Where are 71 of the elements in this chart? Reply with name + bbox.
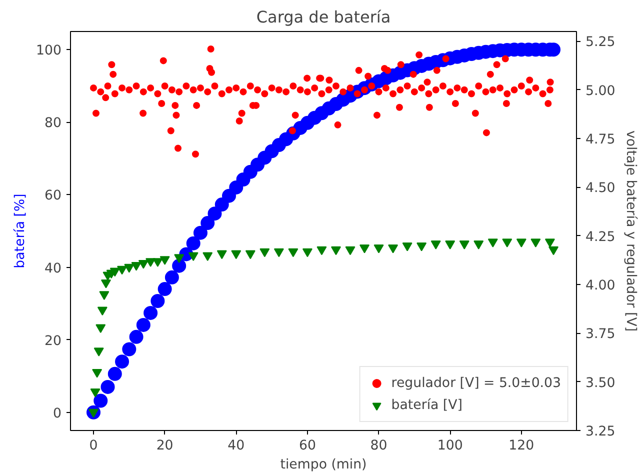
point xyxy=(100,279,111,288)
point xyxy=(174,254,184,263)
point xyxy=(124,264,134,273)
y-axis-title: batería [%] xyxy=(13,194,28,268)
point xyxy=(330,246,341,256)
point xyxy=(516,238,526,248)
point xyxy=(231,250,242,260)
point xyxy=(316,246,327,256)
x-tick-label: 120 xyxy=(508,438,534,454)
point xyxy=(459,240,470,250)
legend-label: regulador [V] = 5.0±0.03 xyxy=(391,376,561,390)
x-tick-label: 100 xyxy=(437,438,463,454)
y2-tick-label: 3.75 xyxy=(586,327,616,342)
point xyxy=(416,242,427,252)
y2-tick-label: 3.25 xyxy=(586,424,616,440)
x-tick-label: 40 xyxy=(228,438,245,454)
y2-tick-label: 4.75 xyxy=(586,132,616,148)
y-tick-label: 80 xyxy=(44,116,62,132)
point xyxy=(430,240,441,250)
legend-label: batería [V] xyxy=(391,398,462,412)
point xyxy=(388,244,398,254)
y2-axis-title: voltaje batería y regulador [V] xyxy=(623,130,638,332)
point xyxy=(146,258,156,267)
y2-tick-label: 5.25 xyxy=(586,35,616,50)
x-tick-label: 60 xyxy=(298,438,316,454)
point xyxy=(530,238,541,248)
point xyxy=(202,252,213,262)
y-tick-label: 100 xyxy=(36,44,62,59)
point xyxy=(360,244,370,254)
point xyxy=(288,248,298,258)
y-tick-label: 60 xyxy=(44,188,62,204)
y2-tick-label: 5.00 xyxy=(586,84,616,99)
point xyxy=(131,262,142,271)
point xyxy=(374,244,384,254)
point xyxy=(188,252,198,262)
point xyxy=(216,250,227,260)
point xyxy=(90,388,100,398)
point xyxy=(274,248,284,258)
point xyxy=(245,250,256,260)
y2-tick-label: 4.25 xyxy=(586,230,616,245)
y2-tick-label: 3.50 xyxy=(586,376,616,391)
point xyxy=(97,306,108,316)
x-tick-label: 80 xyxy=(370,438,388,454)
point xyxy=(345,246,356,256)
y-tick-label: 0 xyxy=(53,406,62,422)
point xyxy=(402,242,412,252)
point xyxy=(488,238,498,248)
x-tick-label: 0 xyxy=(89,438,98,454)
point xyxy=(302,248,312,258)
point xyxy=(99,291,110,300)
y-tick-label: 20 xyxy=(44,334,62,349)
point xyxy=(548,246,558,256)
point xyxy=(96,324,106,334)
point xyxy=(445,240,456,250)
x-tick-label: 20 xyxy=(156,438,174,454)
point xyxy=(260,248,270,258)
point xyxy=(117,266,128,275)
point xyxy=(138,260,148,269)
y2-tick-label: 4.50 xyxy=(586,181,616,196)
x-axis-title: tiempo (min) xyxy=(280,458,367,472)
point xyxy=(544,238,555,248)
point xyxy=(92,369,102,378)
point xyxy=(474,240,484,250)
point xyxy=(152,258,163,267)
point xyxy=(110,268,120,277)
chart-title: Carga de batería xyxy=(256,8,391,26)
point xyxy=(94,348,104,356)
y2-tick-label: 4.00 xyxy=(586,278,616,294)
y-tick-label: 40 xyxy=(44,261,62,276)
point xyxy=(160,256,170,265)
point xyxy=(502,238,512,248)
